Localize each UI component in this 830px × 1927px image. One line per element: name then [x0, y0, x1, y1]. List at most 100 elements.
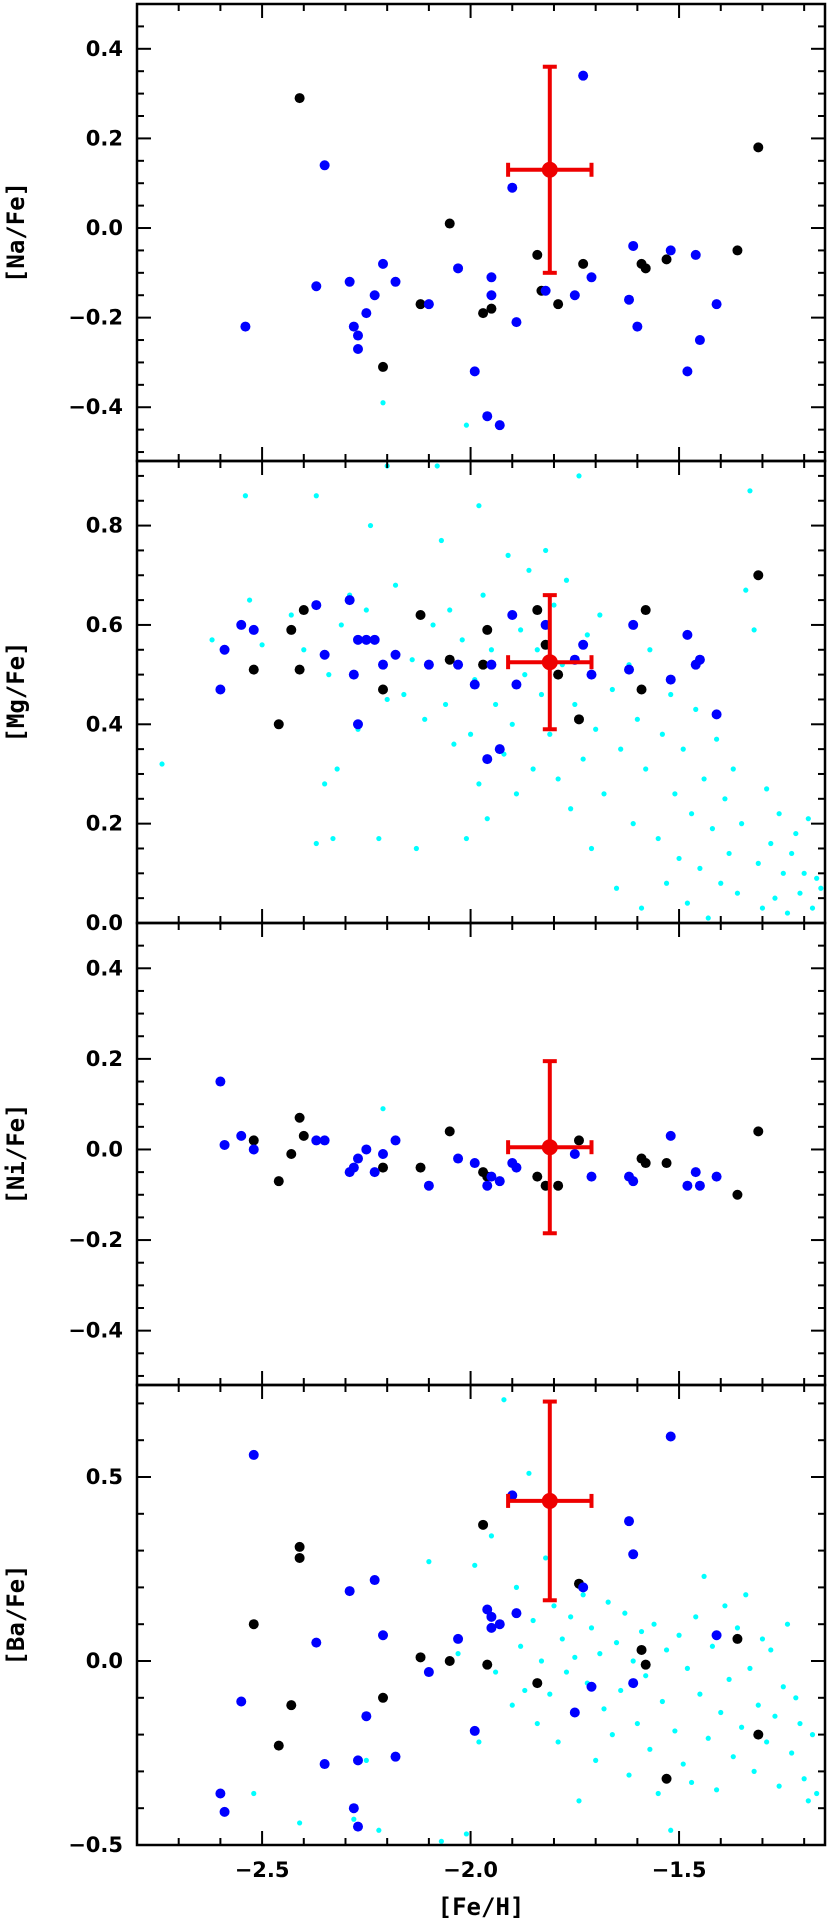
y-tick-label: 0.6	[86, 613, 123, 637]
data-point-black	[478, 1519, 489, 1530]
data-point-black	[640, 1659, 651, 1670]
data-point-cyan	[668, 1827, 674, 1833]
data-point-blue	[682, 629, 693, 640]
data-point-blue	[482, 1604, 493, 1615]
data-point-cyan	[455, 1651, 461, 1657]
data-point-cyan	[488, 647, 495, 653]
data-point-blue	[586, 1681, 597, 1692]
data-point-blue	[240, 321, 251, 332]
y-tick-label: 0.2	[86, 1047, 123, 1071]
data-point-cyan	[693, 1614, 699, 1620]
data-point-cyan	[472, 1562, 478, 1568]
data-point-cyan	[663, 1647, 670, 1653]
data-point-cyan	[580, 1592, 586, 1598]
data-point-cyan	[572, 1654, 578, 1660]
data-point-cyan	[409, 657, 415, 663]
data-point-cyan	[676, 855, 682, 862]
data-point-black	[573, 714, 584, 725]
data-point-black	[640, 605, 651, 616]
data-point-blue	[511, 1608, 522, 1619]
data-point-blue	[344, 276, 355, 287]
data-point-cyan	[463, 835, 470, 842]
data-point-black	[294, 93, 305, 104]
data-point-cyan	[159, 761, 165, 767]
data-point-cyan	[568, 1614, 574, 1620]
data-point-cyan	[563, 577, 570, 583]
data-point-blue	[390, 1751, 401, 1762]
data-point-cyan	[563, 1669, 570, 1675]
data-point-blue	[378, 1149, 389, 1159]
y-axis-label: [Na/Fe]	[2, 182, 30, 283]
data-point-cyan	[559, 1636, 565, 1642]
data-point-cyan	[584, 632, 590, 638]
data-point-blue	[352, 634, 363, 645]
data-point-cyan	[734, 890, 741, 896]
y-tick-label: 0.4	[86, 956, 123, 980]
data-point-cyan	[297, 1820, 303, 1826]
data-point-blue	[486, 1622, 497, 1633]
data-point-black	[478, 308, 489, 319]
y-tick-label: 0.0	[86, 1137, 123, 1161]
data-point-blue	[711, 299, 722, 310]
data-point-cyan	[618, 746, 624, 752]
data-point-blue	[423, 659, 434, 670]
data-point-cyan	[367, 522, 374, 529]
data-point-cyan	[351, 1816, 357, 1822]
data-point-cyan	[530, 1617, 536, 1624]
data-point-cyan	[259, 642, 265, 648]
y-tick-label: 0.2	[86, 126, 123, 150]
data-point-cyan	[709, 1643, 716, 1649]
data-point-cyan	[730, 1754, 736, 1760]
data-point-cyan	[518, 627, 524, 633]
data-point-cyan	[772, 1713, 778, 1719]
data-point-blue	[569, 290, 580, 301]
data-point-blue	[361, 1711, 372, 1722]
data-point-black	[273, 719, 284, 730]
data-point-cyan	[638, 1628, 645, 1635]
data-point-blue	[540, 285, 551, 296]
data-point-cyan	[363, 1757, 369, 1763]
data-point-cyan	[392, 582, 399, 588]
data-point-cyan	[784, 910, 791, 916]
data-point-cyan	[380, 400, 386, 406]
data-point-blue	[369, 290, 380, 301]
data-point-blue	[569, 1149, 580, 1159]
data-point-cyan	[513, 791, 520, 797]
data-point-black	[248, 664, 259, 675]
data-point-cyan	[768, 840, 774, 847]
data-point-cyan	[684, 900, 691, 906]
data-point-blue	[486, 1611, 497, 1622]
data-point-black	[732, 1633, 743, 1644]
data-point-cyan	[701, 1573, 707, 1579]
data-point-cyan	[301, 647, 307, 653]
data-point-cyan	[759, 1636, 766, 1642]
data-point-black	[298, 1130, 309, 1141]
data-point-blue	[624, 664, 635, 675]
data-point-cyan	[805, 1798, 811, 1804]
data-point-cyan	[555, 1739, 561, 1745]
data-point-cyan	[518, 1643, 524, 1649]
data-point-cyan	[480, 592, 486, 598]
data-point-cyan	[764, 786, 770, 792]
data-point-blue	[507, 610, 518, 620]
data-point-cyan	[684, 1665, 691, 1671]
data-point-black	[532, 605, 543, 616]
data-point-cyan	[609, 1732, 615, 1738]
data-point-black	[378, 1692, 389, 1703]
data-point-cyan	[680, 1761, 686, 1767]
data-point-cyan	[547, 731, 553, 737]
data-point-black	[478, 659, 489, 670]
data-point-cyan	[739, 821, 745, 827]
data-point-blue	[569, 1707, 580, 1718]
y-tick-label: −0.2	[68, 1228, 123, 1252]
data-point-black	[286, 1149, 297, 1159]
data-point-cyan	[522, 1687, 528, 1694]
data-point-blue	[219, 1139, 230, 1150]
data-point-blue	[628, 1549, 639, 1560]
data-point-blue	[632, 321, 643, 332]
data-point-blue	[423, 1180, 434, 1191]
data-point-cyan	[363, 607, 369, 613]
data-point-black	[553, 299, 564, 310]
data-point-blue	[453, 1633, 464, 1644]
data-point-blue	[494, 744, 505, 755]
